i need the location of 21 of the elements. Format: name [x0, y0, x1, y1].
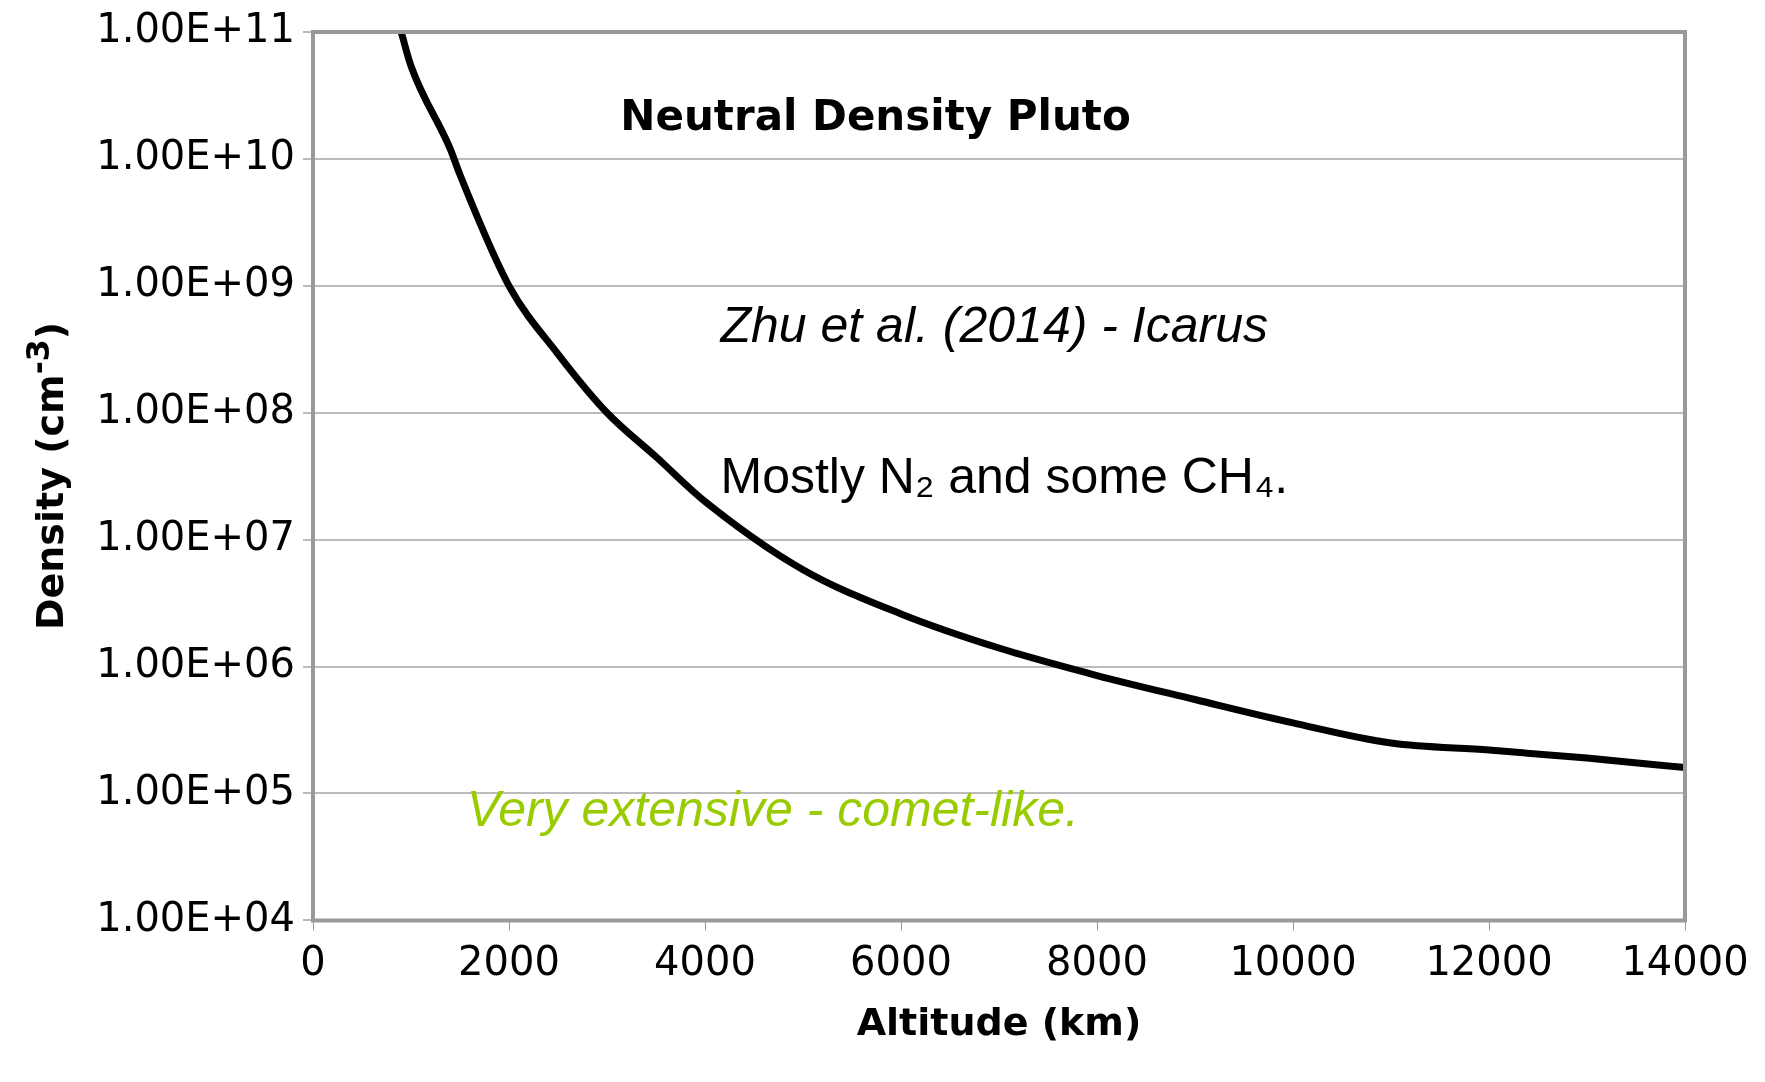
x-tick-label: 12000 — [1425, 937, 1553, 984]
x-axis-title: Altitude (km) — [856, 1000, 1142, 1045]
text: Neutral Density Pluto — [620, 90, 1131, 140]
x-tick-label: 10000 — [1229, 937, 1357, 984]
annotation: Zhu et al. (2014) - Icarus — [719, 296, 1268, 353]
x-tick-label: 4000 — [654, 937, 756, 984]
y-tick-label: 1.00E+08 — [96, 386, 295, 433]
y-tick-label: 1.00E+09 — [96, 259, 295, 306]
x-tick-label: 6000 — [850, 937, 952, 984]
y-tick-label: 1.00E+11 — [96, 5, 295, 52]
y-tick-label: 1.00E+07 — [96, 513, 295, 560]
annotation: Mostly N₂ and some CH₄. — [720, 447, 1289, 504]
x-tick-label: 0 — [300, 937, 326, 984]
x-tick-label: 8000 — [1046, 937, 1148, 984]
annotation: Very extensive - comet-like. — [466, 780, 1079, 837]
y-tick-label: 1.00E+10 — [96, 132, 295, 179]
y-tick-label: 1.00E+06 — [96, 639, 295, 686]
y-tick-label: 1.00E+05 — [96, 766, 295, 813]
y-tick-label: 1.00E+04 — [96, 893, 295, 940]
x-tick-label: 14000 — [1621, 937, 1749, 984]
x-tick-label: 2000 — [458, 937, 560, 984]
